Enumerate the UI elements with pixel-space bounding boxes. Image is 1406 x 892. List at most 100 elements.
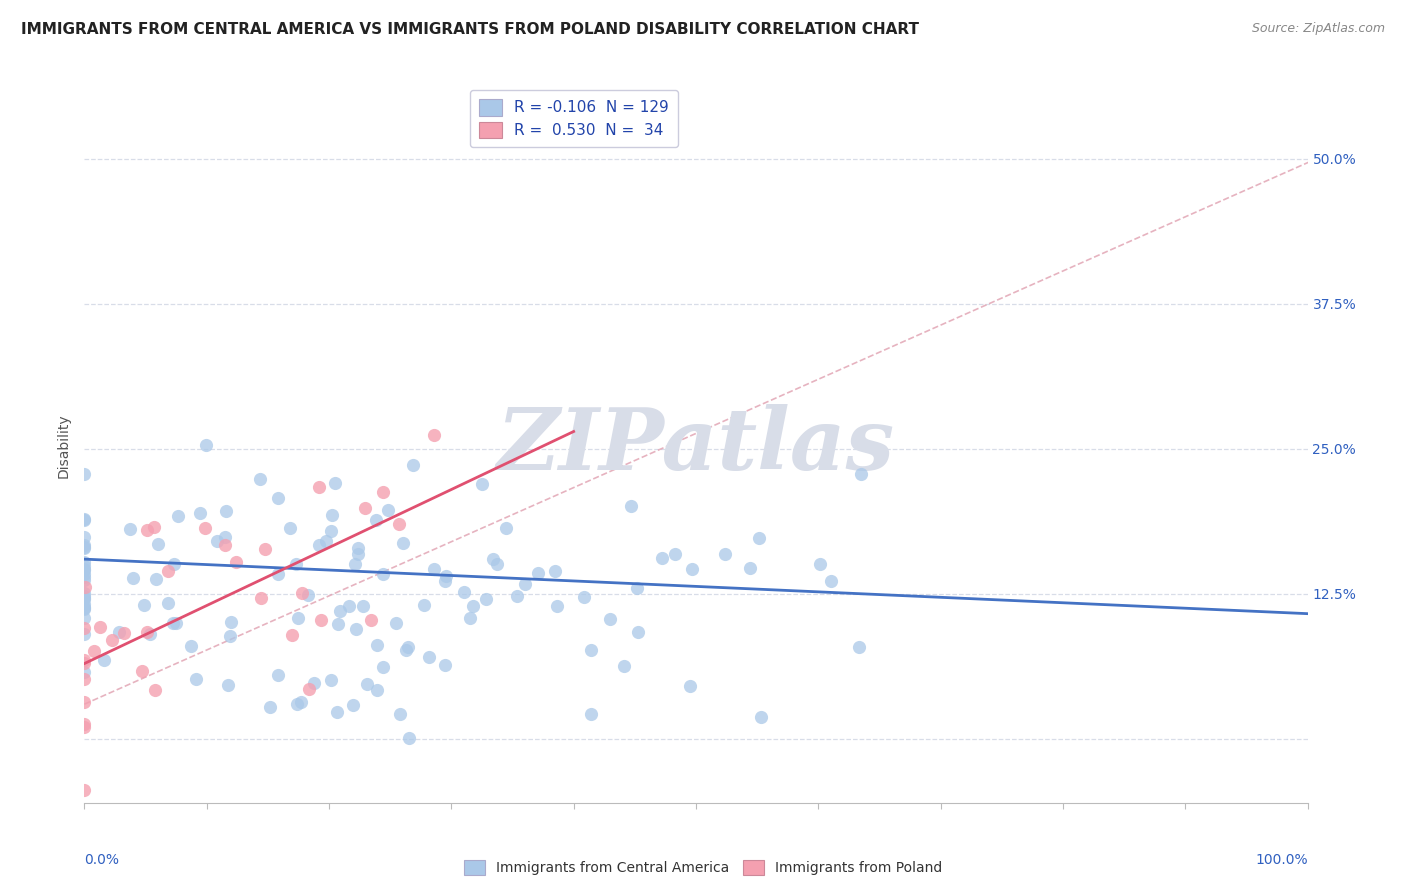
Point	[356, 677, 378, 691]
Point	[194, 438, 217, 452]
Point	[214, 530, 236, 544]
Point	[73, 512, 96, 526]
Point	[73, 653, 96, 667]
Point	[544, 564, 567, 578]
Point	[302, 675, 325, 690]
Point	[337, 599, 360, 614]
Point	[820, 574, 842, 588]
Point	[377, 503, 399, 517]
Point	[389, 706, 412, 721]
Point	[180, 639, 202, 653]
Point	[808, 557, 831, 571]
Point	[165, 616, 187, 631]
Point	[73, 573, 96, 587]
Point	[401, 458, 423, 472]
Point	[436, 569, 458, 583]
Point	[73, 538, 96, 552]
Point	[620, 500, 643, 514]
Point	[321, 508, 343, 523]
Point	[392, 536, 415, 550]
Point	[73, 567, 96, 582]
Legend: Immigrants from Central America, Immigrants from Poland: Immigrants from Central America, Immigra…	[458, 855, 948, 880]
Point	[308, 538, 330, 552]
Point	[89, 620, 111, 634]
Point	[412, 598, 434, 612]
Point	[139, 627, 162, 641]
Point	[73, 611, 96, 625]
Point	[122, 571, 145, 585]
Point	[748, 531, 770, 545]
Point	[422, 428, 444, 442]
Text: 100.0%: 100.0%	[1256, 853, 1308, 867]
Point	[73, 600, 96, 615]
Point	[297, 588, 319, 602]
Point	[323, 476, 346, 491]
Point	[664, 547, 686, 561]
Point	[259, 700, 281, 714]
Point	[267, 667, 290, 681]
Point	[250, 591, 273, 606]
Point	[186, 672, 208, 686]
Point	[297, 681, 319, 696]
Point	[371, 484, 394, 499]
Point	[143, 682, 166, 697]
Point	[145, 572, 167, 586]
Point	[679, 679, 702, 693]
Point	[513, 577, 536, 591]
Point	[134, 598, 156, 612]
Point	[249, 472, 271, 486]
Point	[326, 617, 349, 632]
Point	[73, 717, 96, 731]
Point	[267, 566, 290, 581]
Point	[215, 504, 238, 518]
Point	[384, 615, 406, 630]
Point	[342, 698, 364, 712]
Point	[73, 530, 96, 544]
Point	[371, 660, 394, 674]
Point	[352, 599, 374, 614]
Point	[285, 697, 308, 711]
Point	[418, 650, 440, 665]
Point	[388, 516, 411, 531]
Point	[291, 586, 314, 600]
Point	[347, 547, 370, 561]
Point	[579, 707, 602, 722]
Point	[366, 638, 388, 652]
Point	[681, 562, 703, 576]
Point	[267, 491, 290, 506]
Point	[344, 557, 367, 571]
Point	[73, 540, 96, 554]
Point	[73, 600, 96, 615]
Point	[290, 695, 312, 709]
Point	[354, 500, 377, 515]
Point	[162, 616, 184, 631]
Point	[738, 561, 761, 575]
Point	[167, 509, 190, 524]
Point	[73, 602, 96, 616]
Point	[398, 731, 420, 746]
Point	[371, 566, 394, 581]
Point	[366, 513, 388, 527]
Point	[219, 615, 242, 629]
Point	[434, 658, 457, 673]
Point	[423, 562, 446, 576]
Point	[281, 628, 304, 642]
Point	[194, 521, 217, 535]
Point	[848, 640, 870, 655]
Point	[142, 520, 165, 534]
Point	[311, 613, 333, 627]
Point	[461, 599, 484, 613]
Point	[579, 642, 602, 657]
Point	[83, 643, 105, 657]
Point	[73, 589, 96, 603]
Point	[627, 625, 650, 640]
Point	[626, 581, 648, 595]
Point	[135, 523, 157, 537]
Point	[73, 512, 96, 526]
Point	[749, 710, 772, 724]
Point	[73, 597, 96, 611]
Point	[319, 524, 342, 538]
Point	[287, 610, 309, 624]
Point	[73, 558, 96, 573]
Point	[254, 541, 277, 556]
